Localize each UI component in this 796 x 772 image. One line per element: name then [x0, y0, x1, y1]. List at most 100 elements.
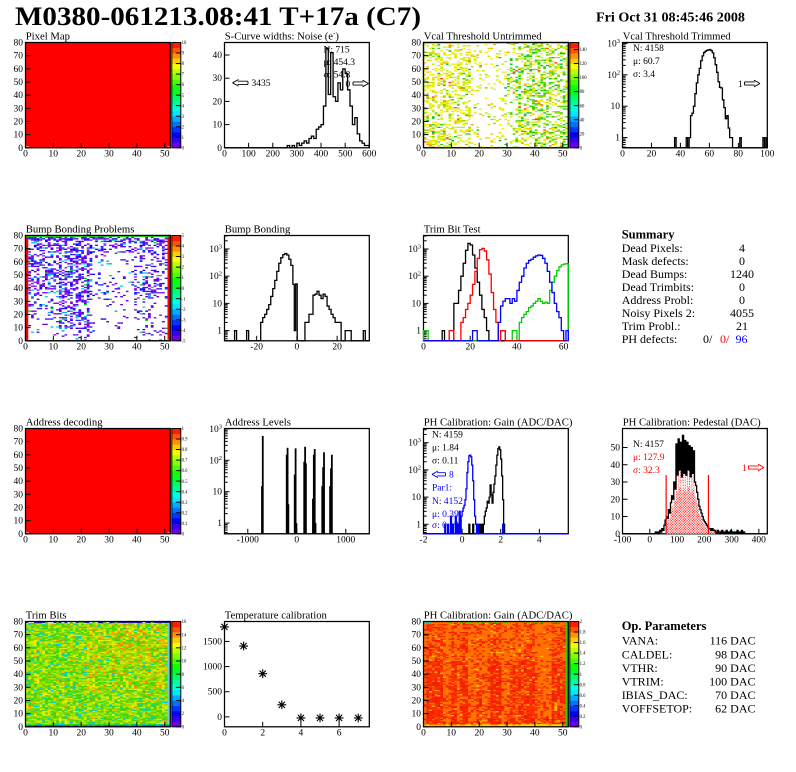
svg-text:20: 20	[76, 729, 86, 739]
svg-text:40: 40	[14, 670, 24, 680]
svg-text:Address Probl:: Address Probl:	[622, 293, 694, 307]
svg-text:VTHR:: VTHR:	[622, 661, 658, 675]
svg-text:0: 0	[182, 146, 185, 151]
svg-text:50: 50	[160, 729, 170, 739]
svg-text:30: 30	[104, 343, 114, 353]
svg-text:500: 500	[208, 688, 223, 698]
svg-text:8: 8	[449, 471, 454, 481]
svg-text:0: 0	[460, 536, 465, 546]
svg-text:0: 0	[739, 280, 745, 294]
svg-text:4055: 4055	[730, 306, 754, 320]
svg-text:600: 600	[362, 150, 377, 160]
svg-text:12: 12	[182, 646, 187, 651]
svg-text:0: 0	[182, 532, 185, 537]
svg-text:10: 10	[182, 660, 187, 665]
svg-text:1.6: 1.6	[580, 641, 587, 646]
svg-text:40: 40	[132, 729, 142, 739]
svg-text:103: 103	[607, 38, 620, 50]
svg-text:PH defects:: PH defects:	[622, 332, 678, 346]
svg-text:70: 70	[14, 52, 24, 62]
svg-text:6: 6	[182, 686, 185, 691]
svg-text:-1000: -1000	[237, 536, 259, 546]
svg-text:40: 40	[580, 118, 585, 123]
svg-text:30: 30	[104, 536, 114, 546]
svg-text:0.2: 0.2	[182, 511, 189, 516]
svg-text:60: 60	[412, 65, 422, 75]
svg-text:0.6: 0.6	[182, 469, 189, 474]
svg-text:10: 10	[49, 729, 59, 739]
svg-text:102: 102	[408, 464, 421, 476]
svg-text:7: 7	[182, 73, 185, 78]
svg-text:20: 20	[580, 132, 585, 137]
svg-text:8: 8	[182, 62, 185, 67]
svg-text:μ: 454.3: μ: 454.3	[324, 58, 356, 68]
svg-text:60: 60	[705, 150, 715, 160]
svg-text:50: 50	[160, 343, 170, 353]
svg-text:100: 100	[580, 76, 588, 81]
svg-text:2: 2	[260, 729, 265, 739]
svg-text:30: 30	[14, 683, 24, 693]
svg-text:0: 0	[23, 536, 28, 546]
svg-text:5: 5	[182, 94, 185, 99]
svg-text:102: 102	[408, 271, 421, 283]
svg-text:50: 50	[160, 536, 170, 546]
svg-text:40: 40	[530, 150, 540, 160]
svg-text:60: 60	[14, 644, 24, 654]
svg-text:80: 80	[14, 232, 24, 242]
svg-text:3435: 3435	[252, 79, 271, 89]
svg-text:σ: 3.4: σ: 3.4	[633, 70, 655, 80]
svg-text:1: 1	[217, 519, 222, 529]
svg-text:500: 500	[338, 150, 353, 160]
svg-text:9: 9	[182, 52, 185, 57]
svg-text:20: 20	[647, 150, 657, 160]
svg-text:21: 21	[736, 319, 748, 333]
svg-text:4: 4	[739, 241, 745, 255]
svg-text:M0380-061213.08:41 T+17a (C7): M0380-061213.08:41 T+17a (C7)	[15, 1, 421, 31]
svg-text:1: 1	[182, 276, 185, 281]
svg-text:0: 0	[23, 343, 28, 353]
svg-text:60: 60	[580, 104, 585, 109]
svg-text:Address decoding: Address decoding	[26, 416, 104, 428]
svg-text:40: 40	[14, 91, 24, 101]
svg-text:20: 20	[14, 118, 24, 128]
svg-text:μ: 1.84: μ: 1.84	[432, 444, 459, 454]
svg-text:Temperature calibration: Temperature calibration	[225, 609, 328, 621]
svg-text:50: 50	[160, 150, 170, 160]
svg-text:IBIAS_DAC:: IBIAS_DAC:	[622, 688, 688, 702]
svg-text:-20: -20	[250, 343, 263, 353]
svg-text:100: 100	[241, 150, 256, 160]
svg-text:100 DAC: 100 DAC	[709, 675, 755, 689]
svg-text:4: 4	[299, 729, 304, 739]
svg-text:50: 50	[14, 657, 24, 667]
svg-text:0.4: 0.4	[182, 490, 189, 495]
svg-text:70: 70	[412, 631, 422, 641]
svg-text:0/: 0/	[720, 332, 730, 346]
svg-text:102: 102	[607, 69, 620, 81]
svg-text:40: 40	[213, 51, 223, 61]
svg-text:10: 10	[412, 299, 422, 309]
svg-text:Par1:: Par1:	[432, 484, 452, 494]
svg-text:0: 0	[416, 723, 421, 733]
svg-text:20: 20	[14, 504, 24, 514]
svg-text:200: 200	[266, 150, 281, 160]
svg-text:Fri Oct 31 08:45:46 2008: Fri Oct 31 08:45:46 2008	[596, 11, 745, 26]
svg-text:N: 4157: N: 4157	[633, 440, 664, 450]
svg-text:0: 0	[647, 536, 652, 546]
svg-text:Dead Trimbits:: Dead Trimbits:	[622, 280, 694, 294]
svg-text:μ: 0.39: μ: 0.39	[432, 510, 459, 520]
svg-text:30: 30	[14, 297, 24, 307]
svg-text:20: 20	[611, 495, 621, 505]
svg-text:1000: 1000	[203, 663, 222, 673]
svg-text:40: 40	[512, 343, 522, 353]
svg-text:Noisy Pixels 2:: Noisy Pixels 2:	[622, 306, 695, 320]
svg-text:0: 0	[18, 530, 23, 540]
svg-text:0.2: 0.2	[580, 715, 587, 720]
svg-text:1: 1	[742, 464, 747, 474]
svg-text:0: 0	[18, 337, 23, 347]
svg-text:20: 20	[332, 343, 342, 353]
svg-text:20: 20	[76, 343, 86, 353]
svg-text:0: 0	[421, 729, 426, 739]
svg-text:σ: 54.8: σ: 54.8	[324, 71, 351, 81]
svg-text:4: 4	[182, 699, 185, 704]
svg-text:60: 60	[14, 451, 24, 461]
